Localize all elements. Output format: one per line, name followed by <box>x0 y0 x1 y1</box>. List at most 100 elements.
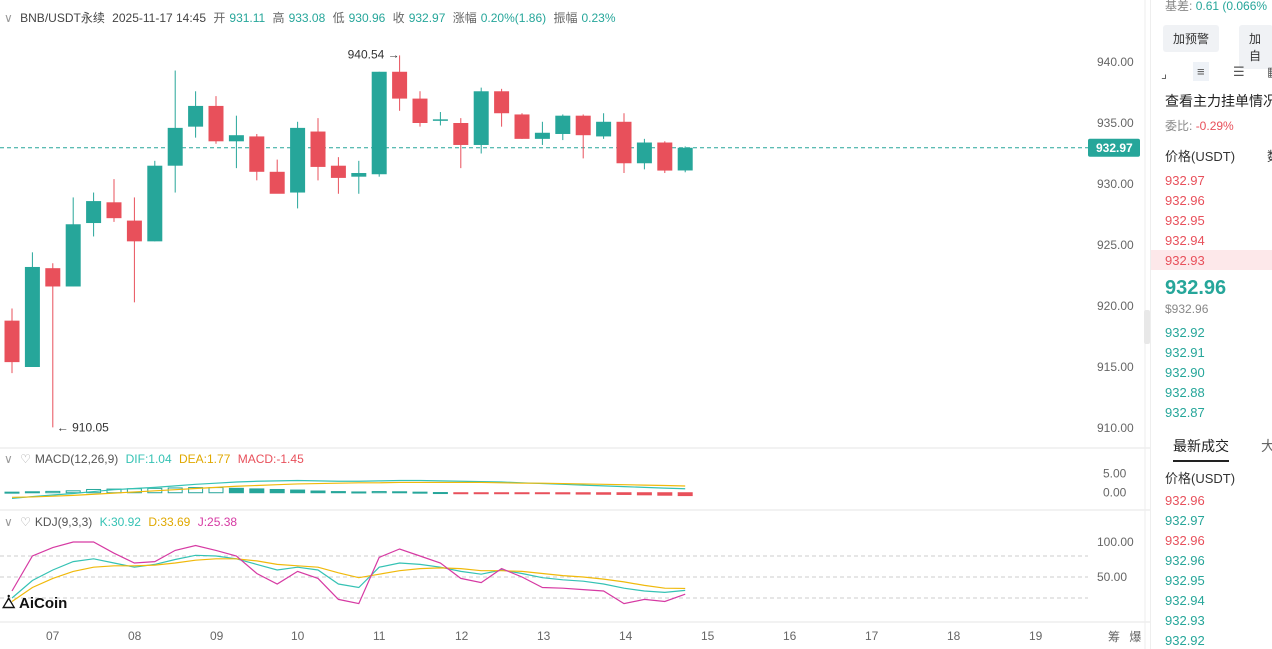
kdj-j: J:25.38 <box>197 515 238 529</box>
candle-body <box>249 136 265 172</box>
symbol-label[interactable]: BNB/USDT永续 <box>20 11 105 25</box>
collapse-chevron-icon[interactable]: ∨ <box>4 11 13 25</box>
macd-histogram-bar <box>657 492 673 496</box>
orderbook-grid-icon[interactable]: ▦ <box>1267 64 1272 80</box>
macd-histogram-bar <box>514 492 530 495</box>
amplitude-label: 振幅 <box>553 11 578 25</box>
orderbook-list-icon[interactable]: ☰ <box>1233 64 1245 79</box>
bid-row[interactable]: 932.88 <box>1165 385 1205 400</box>
panel-resize-handle[interactable] <box>1144 310 1150 344</box>
candle-body <box>575 115 591 136</box>
orderbook-title[interactable]: 查看主力挂单情况 <box>1165 93 1272 109</box>
time-tick-label: 13 <box>537 629 551 643</box>
datetime-label: 2025-11-17 14:45 <box>112 11 207 25</box>
macd-collapse-icon[interactable]: ∨ <box>4 452 13 466</box>
aicoin-logo-icon: ⧊ <box>2 595 16 612</box>
chip-distribution-button[interactable]: 筹 <box>1108 630 1121 644</box>
price-tick-label: 935.00 <box>1097 116 1134 130</box>
kdj-title[interactable]: KDJ(9,3,3) <box>34 515 93 529</box>
macd-histogram-bar <box>432 492 448 495</box>
macd-histogram-bar <box>534 492 550 495</box>
bottom-tools: 筹 爆 <box>1108 628 1141 645</box>
basis-value: 0.61 (0.066% <box>1195 0 1268 13</box>
orderbook-header-qty: 数 <box>1267 146 1272 165</box>
chart-canvas[interactable]: 940.00 935.00 930.00 925.00 920.00 915.00 910.… <box>0 0 1150 649</box>
orderbook-both-icon[interactable]: ≡ <box>1193 62 1209 81</box>
time-tick-label: 10 <box>291 629 305 643</box>
low-marker-label: ← 910.05 <box>57 420 109 434</box>
ask-row[interactable]: 932.93 <box>1165 253 1205 268</box>
time-tick-label: 14 <box>619 629 633 643</box>
time-tick-label: 08 <box>128 629 142 643</box>
time-tick-label: 11 <box>373 629 386 643</box>
low-label: 低 <box>332 11 345 25</box>
add-alert-button[interactable]: 加预警 <box>1163 25 1220 52</box>
macd-value: MACD:-1.45 <box>237 452 304 466</box>
high-marker-label: 940.54 → <box>348 47 400 61</box>
candle-body <box>86 201 102 224</box>
macd-dif: DIF:1.04 <box>125 452 172 466</box>
candle-body <box>636 142 652 164</box>
macd-histogram-bar <box>555 492 571 495</box>
bid-row[interactable]: 932.92 <box>1165 325 1205 340</box>
price-tick-label: 915.00 <box>1097 360 1134 374</box>
macd-histogram-bar <box>412 491 428 494</box>
trade-row: 932.95 <box>1165 573 1205 588</box>
bid-row[interactable]: 932.90 <box>1165 365 1205 380</box>
candle-body <box>534 132 550 139</box>
trade-row: 932.96 <box>1165 553 1205 568</box>
kdj-bell-icon[interactable]: ♡ <box>20 515 31 529</box>
kdj-j-line <box>11 541 686 605</box>
ask-row[interactable]: 932.94 <box>1165 233 1205 248</box>
bid-row[interactable]: 932.91 <box>1165 345 1205 360</box>
trade-row: 932.96 <box>1165 493 1205 508</box>
ask-row[interactable]: 932.96 <box>1165 193 1205 208</box>
macd-histogram-bar <box>4 491 20 494</box>
candle-body <box>290 127 306 193</box>
close-value: 932.97 <box>408 11 446 25</box>
candle-body <box>494 91 510 114</box>
open-value: 931.11 <box>229 11 266 25</box>
aicoin-logo-text: AiCoin <box>19 595 68 612</box>
kdj-d-line <box>11 558 686 602</box>
trade-row: 932.92 <box>1165 633 1205 648</box>
ask-row[interactable]: 932.97 <box>1165 173 1205 188</box>
candle-body <box>596 121 612 137</box>
high-label: 高 <box>272 11 285 25</box>
macd-dif-line <box>11 479 686 500</box>
last-price-tag <box>1088 138 1140 157</box>
ask-row[interactable]: 932.95 <box>1165 213 1205 228</box>
macd-bell-icon[interactable]: ♡ <box>20 452 31 466</box>
tab-large-trades[interactable]: 大 <box>1261 438 1272 454</box>
liquidation-button[interactable]: 爆 <box>1129 630 1142 644</box>
candle-body <box>147 165 163 242</box>
macd-histogram-bar <box>351 491 367 494</box>
tab-latest-trades[interactable]: 最新成交 <box>1173 436 1229 462</box>
macd-histogram-bar <box>596 492 612 495</box>
candle-body <box>677 147 693 171</box>
side-panel: 基差: 0.61 (0.066% 加预警 加自 ⌟ ≡ ☰ ▦ 查看主力挂单情况… <box>1150 0 1272 649</box>
macd-histogram-bar <box>575 492 591 495</box>
change-label: 涨幅 <box>452 11 477 25</box>
pin-icon[interactable]: ⌟ <box>1161 66 1168 81</box>
ask-highlight <box>1151 250 1272 270</box>
macd-histogram-bar <box>616 492 632 495</box>
add-watch-button[interactable]: 加自 <box>1239 25 1272 69</box>
macd-title[interactable]: MACD(12,26,9) <box>34 452 119 466</box>
last-price-usd: $932.96 <box>1165 302 1209 316</box>
low-value: 930.96 <box>348 11 386 25</box>
macd-histogram-bar <box>65 490 81 494</box>
candle-body <box>310 131 326 167</box>
candle-body <box>371 71 387 175</box>
candle-body <box>126 220 142 242</box>
candle-body <box>412 98 428 123</box>
trade-row: 932.94 <box>1165 593 1205 608</box>
bid-row[interactable]: 932.87 <box>1165 405 1205 420</box>
candle-body <box>657 142 673 171</box>
kdj-tick-label: 50.00 <box>1097 570 1127 584</box>
candle-body <box>45 268 61 287</box>
candle-body <box>188 105 204 127</box>
candle-body <box>351 173 367 177</box>
kdj-collapse-icon[interactable]: ∨ <box>4 515 13 529</box>
